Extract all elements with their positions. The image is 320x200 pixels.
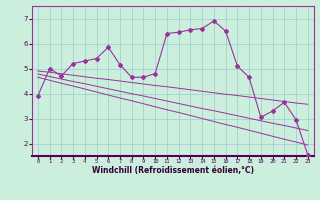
X-axis label: Windchill (Refroidissement éolien,°C): Windchill (Refroidissement éolien,°C) — [92, 166, 254, 175]
